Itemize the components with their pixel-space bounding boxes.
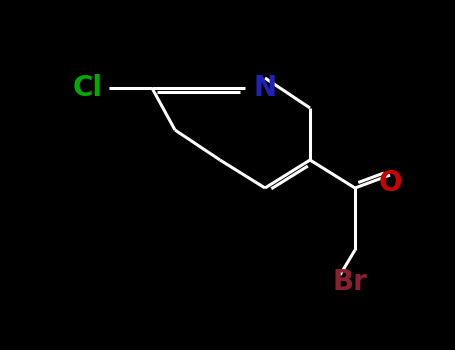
Text: O: O bbox=[378, 169, 402, 197]
Text: Br: Br bbox=[333, 268, 368, 296]
Text: N: N bbox=[253, 74, 277, 102]
Text: Cl: Cl bbox=[73, 74, 103, 102]
